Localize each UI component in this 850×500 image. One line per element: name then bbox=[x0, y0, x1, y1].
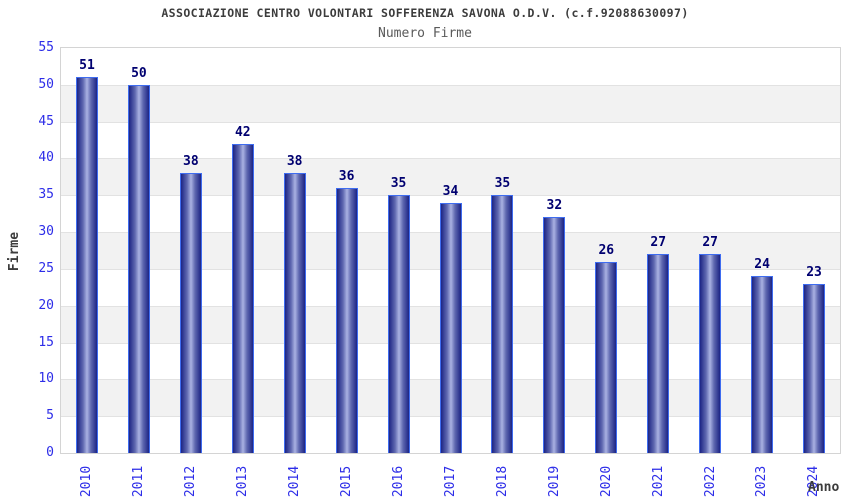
grid-line bbox=[61, 84, 840, 86]
bar-value-label: 50 bbox=[131, 65, 147, 81]
bar bbox=[231, 143, 254, 453]
bar-value-label: 35 bbox=[390, 176, 407, 192]
x-tick-label: 2017 bbox=[443, 465, 458, 497]
bar-value-label: 42 bbox=[234, 124, 251, 140]
y-tick-label: 10 bbox=[38, 371, 54, 387]
bar bbox=[127, 84, 150, 453]
grid-line bbox=[61, 158, 840, 160]
y-tick-label: 50 bbox=[38, 76, 54, 92]
x-tick-label: 2010 bbox=[79, 465, 95, 497]
y-tick-label: 35 bbox=[38, 187, 54, 203]
x-tick-label: 2013 bbox=[235, 465, 251, 497]
x-tick-label: 2023 bbox=[754, 465, 770, 497]
bar bbox=[179, 173, 202, 453]
x-tick-label: 2014 bbox=[287, 465, 303, 497]
y-tick-label: 25 bbox=[38, 260, 54, 276]
bar-value-label: 35 bbox=[494, 176, 511, 192]
x-tick-label: 2022 bbox=[702, 465, 718, 497]
bar bbox=[387, 195, 410, 453]
grid-line bbox=[61, 121, 840, 123]
x-tick-label: 2021 bbox=[650, 465, 666, 497]
x-tick-label: 2012 bbox=[183, 465, 199, 497]
x-axis-title: Anno bbox=[808, 480, 840, 495]
bar-value-label: 34 bbox=[442, 183, 459, 199]
bar bbox=[595, 261, 618, 453]
bar-value-label: 23 bbox=[806, 264, 822, 280]
bar-value-label: 38 bbox=[183, 154, 199, 170]
chart-title: ASSOCIAZIONE CENTRO VOLONTARI SOFFERENZA… bbox=[161, 6, 689, 20]
bar bbox=[75, 77, 98, 453]
grid-band bbox=[61, 84, 840, 122]
y-tick-label: 20 bbox=[38, 297, 54, 313]
bar bbox=[751, 276, 774, 453]
x-tick-label: 2020 bbox=[598, 465, 614, 497]
bar bbox=[439, 202, 462, 453]
grid-line bbox=[61, 195, 840, 197]
y-tick-label: 0 bbox=[46, 445, 54, 460]
y-tick-label: 40 bbox=[38, 150, 54, 166]
y-tick-label: 30 bbox=[38, 224, 54, 240]
bar-value-label: 27 bbox=[702, 235, 718, 251]
bar-value-label: 51 bbox=[79, 58, 95, 74]
bar-value-label: 32 bbox=[546, 198, 563, 214]
bar bbox=[803, 283, 826, 453]
bar bbox=[335, 187, 358, 453]
bar-value-label: 26 bbox=[598, 242, 615, 258]
y-tick-label: 5 bbox=[46, 408, 54, 424]
chart-subtitle: Numero Firme bbox=[378, 26, 472, 41]
y-tick-label: 15 bbox=[38, 334, 54, 350]
bar-value-label: 27 bbox=[650, 235, 667, 251]
bar-value-label: 36 bbox=[338, 168, 355, 184]
y-tick-label: 45 bbox=[38, 113, 54, 129]
bar bbox=[543, 217, 566, 453]
bar-value-label: 38 bbox=[286, 154, 303, 170]
x-tick-label: 2011 bbox=[131, 465, 147, 497]
bar bbox=[699, 254, 722, 453]
bar bbox=[283, 173, 306, 453]
plot-area: 51 50 38 42 38 36 35 34 35 32 26 27 27 24 23 bbox=[60, 47, 841, 454]
bar bbox=[647, 254, 670, 453]
bar bbox=[491, 195, 514, 453]
x-tick-label: 2019 bbox=[546, 465, 562, 497]
x-tick-label: 2016 bbox=[391, 465, 407, 497]
bar-value-label: 24 bbox=[754, 257, 770, 273]
x-tick-label: 2018 bbox=[494, 465, 510, 497]
y-tick-label: 55 bbox=[38, 40, 54, 55]
x-tick-label: 2015 bbox=[339, 465, 355, 497]
